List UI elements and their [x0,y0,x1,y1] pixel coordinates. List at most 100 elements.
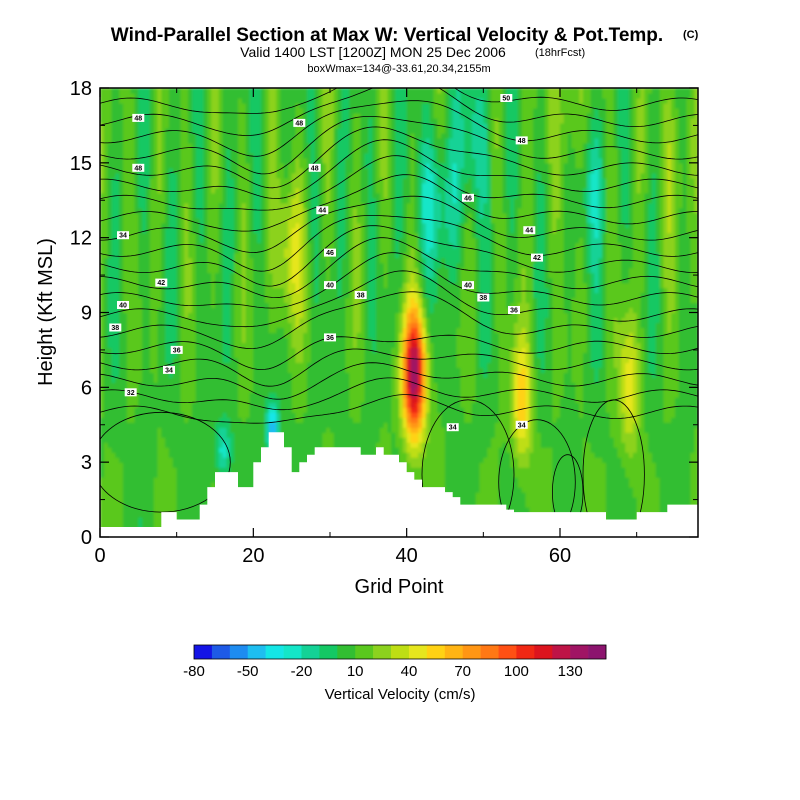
velocity-cell [387,382,392,388]
velocity-cell [418,392,423,398]
velocity-cell [491,497,496,503]
velocity-cell [575,447,580,453]
velocity-cell [652,437,657,443]
velocity-cell [172,472,178,478]
velocity-cell [563,482,569,488]
velocity-cell [199,412,205,418]
velocity-cell [184,412,189,418]
velocity-cell [345,422,350,428]
velocity-cell [606,432,611,438]
velocity-cell [491,382,496,388]
velocity-cell [192,462,197,468]
velocity-cell [157,492,162,498]
velocity-cell [625,482,630,488]
velocity-cell [215,462,220,468]
velocity-cell [506,412,511,418]
velocity-cell [694,397,698,403]
velocity-cell [356,417,362,423]
velocity-cell [682,452,688,458]
velocity-cell [590,402,596,408]
velocity-cell [272,402,277,408]
velocity-cell [230,387,235,393]
velocity-cell [567,462,573,468]
velocity-cell [529,482,534,488]
velocity-cell [234,442,239,448]
velocity-cell [464,392,469,398]
velocity-cell [353,432,358,438]
velocity-cell [671,452,676,458]
velocity-cell [613,412,619,418]
velocity-cell [149,452,155,458]
velocity-cell [583,492,588,498]
velocity-cell [126,522,132,528]
velocity-cell [126,422,132,428]
velocity-cell [690,492,695,498]
velocity-cell [452,382,458,388]
velocity-cell [563,417,569,423]
velocity-cell [268,397,274,403]
velocity-cell [425,432,431,438]
velocity-cell [203,497,208,503]
velocity-cell [222,407,228,413]
velocity-cell [452,387,458,393]
velocity-cell [199,467,205,473]
velocity-cell [230,447,235,453]
velocity-cell [655,462,661,468]
velocity-cell [203,437,208,443]
velocity-cell [103,432,109,438]
velocity-cell [563,502,569,508]
velocity-cell [491,387,496,393]
velocity-cell [514,437,519,443]
velocity-cell [115,482,120,488]
velocity-cell [537,437,542,443]
velocity-cell [682,422,688,428]
velocity-cell [690,427,695,433]
velocity-cell [406,442,412,448]
velocity-cell [192,382,197,388]
velocity-cell [552,487,557,493]
velocity-cell [575,417,580,423]
velocity-cell [640,427,645,433]
velocity-cell [157,397,162,403]
velocity-cell [218,427,224,433]
velocity-cell [123,442,128,448]
velocity-cell [533,472,538,478]
velocity-cell [100,502,105,508]
velocity-cell [107,407,113,413]
velocity-cell [119,377,124,383]
velocity-cell [525,402,530,408]
velocity-cell [667,467,672,473]
velocity-cell [629,452,634,458]
velocity-cell [341,417,346,423]
velocity-cell [552,497,557,503]
velocity-cell [138,437,143,443]
velocity-cell [422,427,427,433]
velocity-cell [161,507,166,513]
velocity-cell [410,437,415,443]
velocity-cell [533,457,538,463]
velocity-cell [149,412,155,418]
velocity-cell [571,502,576,508]
velocity-cell [337,437,343,443]
velocity-cell [629,467,634,473]
velocity-cell [284,437,289,443]
velocity-cell [506,502,511,508]
velocity-cell [621,412,626,418]
velocity-cell [575,427,580,433]
velocity-cell [548,412,553,418]
velocity-cell [686,442,691,448]
velocity-cell [655,402,661,408]
velocity-cell [360,397,366,403]
velocity-cell [452,472,458,478]
velocity-cell [433,397,438,403]
velocity-cell [525,477,530,483]
velocity-cell [510,502,515,508]
velocity-cell [621,427,626,433]
velocity-cell [560,482,565,488]
velocity-cell [694,457,698,463]
velocity-cell [418,447,423,453]
velocity-cell [157,402,162,408]
velocity-cell [529,457,534,463]
velocity-cell [180,432,185,438]
velocity-cell [475,467,481,473]
